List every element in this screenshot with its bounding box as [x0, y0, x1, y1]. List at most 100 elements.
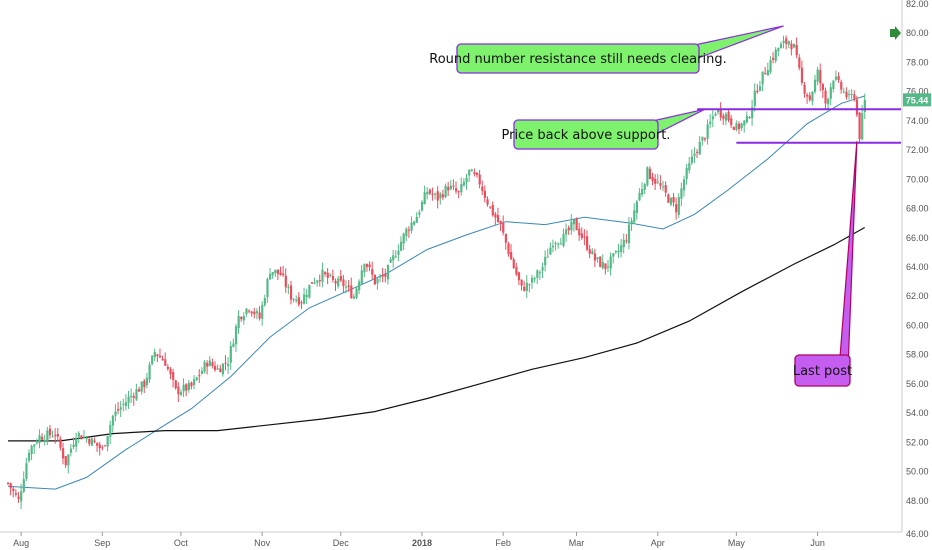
candle — [586, 230, 589, 252]
candle — [117, 401, 120, 414]
candle — [858, 111, 861, 144]
candle — [701, 136, 704, 146]
candle — [664, 181, 667, 197]
candle — [169, 367, 172, 380]
candle — [583, 229, 586, 246]
candle — [423, 185, 426, 205]
candle — [397, 244, 400, 262]
candle — [7, 482, 10, 486]
candle — [224, 355, 227, 371]
candle — [9, 482, 12, 496]
candle — [525, 275, 528, 298]
annotation-callout[interactable]: Price back above support. — [502, 108, 706, 150]
candle — [410, 216, 413, 234]
candle — [400, 236, 403, 252]
candle — [69, 443, 73, 457]
last-post-callout[interactable]: Last post — [793, 141, 858, 387]
candle — [682, 175, 686, 197]
scroll-right-arrow-icon[interactable] — [890, 26, 901, 40]
y-tick-label: 46.00 — [906, 529, 929, 539]
price-axis: 48.00 50.00 52.00 54.00 56.00 58.00 60.00 62.00… — [901, 0, 929, 539]
candle — [491, 201, 494, 217]
candle — [303, 287, 306, 305]
candle — [753, 83, 756, 112]
candle — [538, 270, 542, 280]
candle — [764, 66, 767, 75]
candle — [342, 274, 345, 293]
candle — [436, 186, 439, 209]
candle — [447, 181, 450, 197]
candle — [850, 89, 853, 99]
candle — [67, 453, 70, 474]
candle — [276, 269, 280, 281]
candle — [591, 248, 594, 255]
candle — [428, 188, 432, 196]
candle — [179, 389, 183, 397]
candle — [646, 166, 649, 187]
candle — [182, 378, 185, 398]
y-tick-label: 74.00 — [906, 116, 929, 126]
candle — [580, 227, 583, 240]
candle — [614, 249, 618, 254]
candle — [365, 263, 369, 272]
candle — [30, 444, 33, 461]
candle — [82, 429, 86, 439]
candle — [853, 90, 856, 102]
candle — [779, 41, 783, 49]
time-axis: Aug Sep Oct Nov Dec 2018 Feb Mar Apr May Jun — [0, 531, 902, 548]
annotation-callout[interactable]: Round number resistance still needs clea… — [429, 25, 784, 74]
candle — [337, 275, 340, 289]
candle — [748, 115, 751, 120]
candle — [468, 169, 471, 183]
candle — [777, 47, 780, 57]
x-tick-label: Feb — [495, 538, 511, 548]
candle — [654, 174, 657, 191]
candle — [229, 341, 232, 370]
candle — [234, 323, 238, 352]
candle — [190, 381, 193, 390]
candle — [145, 373, 149, 389]
candle — [813, 74, 817, 94]
candle — [269, 267, 272, 280]
y-tick-label: 48.00 — [906, 496, 929, 506]
candle — [557, 242, 560, 249]
candle — [415, 212, 418, 223]
candle — [187, 380, 190, 393]
candle — [824, 87, 827, 109]
candle — [834, 70, 838, 82]
candle — [845, 87, 848, 100]
candle — [688, 156, 691, 174]
candle — [714, 111, 717, 117]
candle — [242, 312, 245, 325]
candle — [730, 114, 733, 129]
candle — [255, 308, 259, 320]
y-tick-label: 70.00 — [906, 174, 929, 184]
candle — [740, 122, 743, 131]
candle — [470, 168, 473, 172]
x-tick-label: Dec — [333, 538, 350, 548]
candle — [193, 375, 196, 390]
candle — [546, 248, 549, 258]
candle — [418, 209, 421, 218]
candle — [575, 217, 578, 231]
candle — [483, 185, 487, 203]
candle — [662, 180, 665, 192]
candle — [693, 147, 696, 164]
candle — [56, 428, 59, 442]
candle — [758, 80, 762, 92]
candle — [798, 54, 801, 71]
x-tick-label: Mar — [569, 538, 585, 548]
candle — [596, 256, 599, 263]
candle — [832, 79, 835, 93]
candle — [326, 268, 329, 285]
candle — [578, 222, 581, 241]
x-tick-label: Oct — [174, 538, 189, 548]
y-tick-label: 56.00 — [906, 379, 929, 389]
candle — [593, 248, 597, 268]
y-tick-label: 82.00 — [906, 0, 929, 9]
candle — [200, 367, 204, 375]
candle — [638, 188, 641, 201]
candle — [62, 442, 65, 465]
candle — [261, 301, 264, 326]
